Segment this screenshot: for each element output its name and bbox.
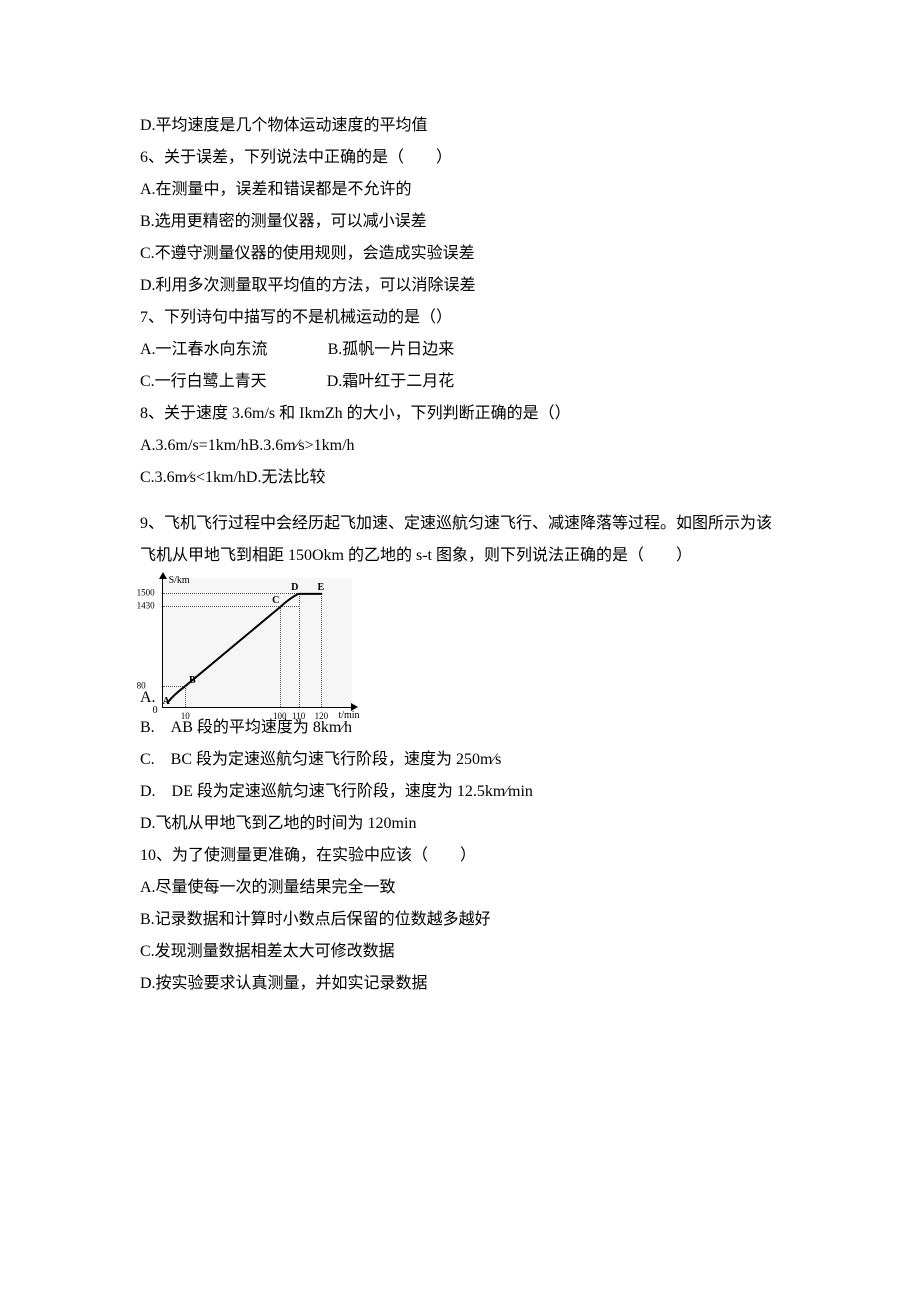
origin-label: 0	[153, 701, 158, 721]
q9-option-b: B. AB 段的平均速度为 8km⁄h	[140, 712, 780, 744]
point-b-label: B	[189, 676, 196, 686]
ytick-1430: 1430	[137, 602, 155, 611]
q8-stem: 8、关于速度 3.6m/s 和 IkmZh 的大小，下列判断正确的是（）	[140, 398, 780, 430]
q7-row-cd: C.一行白鹭上青天 D.霜叶红于二月花	[140, 366, 780, 398]
q10-option-c: C.发现测量数据相差太大可修改数据	[140, 936, 780, 968]
q7-stem: 7、下列诗句中描写的不是机械运动的是（）	[140, 302, 780, 334]
q6-option-b: B.选用更精密的测量仪器，可以减小误差	[140, 206, 780, 238]
q7-option-a: A.一江春水向东流	[140, 334, 268, 366]
q5-option-d: D.平均速度是几个物体运动速度的平均值	[140, 110, 780, 142]
xtick-10: 10	[181, 712, 190, 721]
point-d-label: D	[291, 583, 298, 593]
q9-option-d: D. DE 段为定速巡航匀速飞行阶段，速度为 12.5km⁄min	[140, 776, 780, 808]
q9-chart-row: A. S/km t/min 0 1500 1430 80 10 100 110 …	[140, 578, 780, 708]
q6-option-c: C.不遵守测量仪器的使用规则，会造成实验误差	[140, 238, 780, 270]
q8-line2: C.3.6m⁄s<1km/hD.无法比较	[140, 462, 780, 494]
st-curve	[163, 578, 352, 707]
xtick-110: 110	[292, 712, 305, 721]
q10-option-a: A.尽量使每一次的测量结果完全一致	[140, 872, 780, 904]
q10-option-d: D.按实验要求认真测量，并如实记录数据	[140, 968, 780, 1000]
q6-option-a: A.在测量中，误差和错误都是不允许的	[140, 174, 780, 206]
q7-row-ab: A.一江春水向东流 B.孤帆一片日边来	[140, 334, 780, 366]
q8-line1: A.3.6m/s=1km/hB.3.6m⁄s>1km/h	[140, 430, 780, 462]
q9-st-chart: S/km t/min 0 1500 1430 80 10 100 110 120…	[162, 578, 352, 708]
q7-option-b: B.孤帆一片日边来	[328, 334, 455, 366]
q6-option-d: D.利用多次测量取平均值的方法，可以消除误差	[140, 270, 780, 302]
q9-option-d-extra: D.飞机从甲地飞到乙地的时间为 120min	[140, 808, 780, 840]
q10-stem: 10、为了使测量更准确，在实验中应该（ ）	[140, 840, 780, 872]
point-a-label: A	[163, 697, 170, 707]
ytick-80: 80	[137, 682, 146, 691]
q9-stem: 9、飞机飞行过程中会经历起飞加速、定速巡航匀速飞行、减速降落等过程。如图所示为该…	[140, 508, 780, 572]
xtick-120: 120	[315, 712, 329, 721]
q7-option-c: C.一行白鹭上青天	[140, 366, 267, 398]
q7-option-d: D.霜叶红于二月花	[327, 366, 455, 398]
point-c-label: C	[272, 596, 279, 606]
x-axis-title: t/min	[338, 711, 359, 721]
q6-stem: 6、关于误差，下列说法中正确的是（ ）	[140, 142, 780, 174]
q10-option-b: B.记录数据和计算时小数点后保留的位数越多越好	[140, 904, 780, 936]
xtick-100: 100	[273, 712, 287, 721]
ytick-1500: 1500	[137, 589, 155, 598]
point-e-label: E	[318, 583, 325, 593]
q9-option-c: C. BC 段为定速巡航匀速飞行阶段，速度为 250m⁄s	[140, 744, 780, 776]
